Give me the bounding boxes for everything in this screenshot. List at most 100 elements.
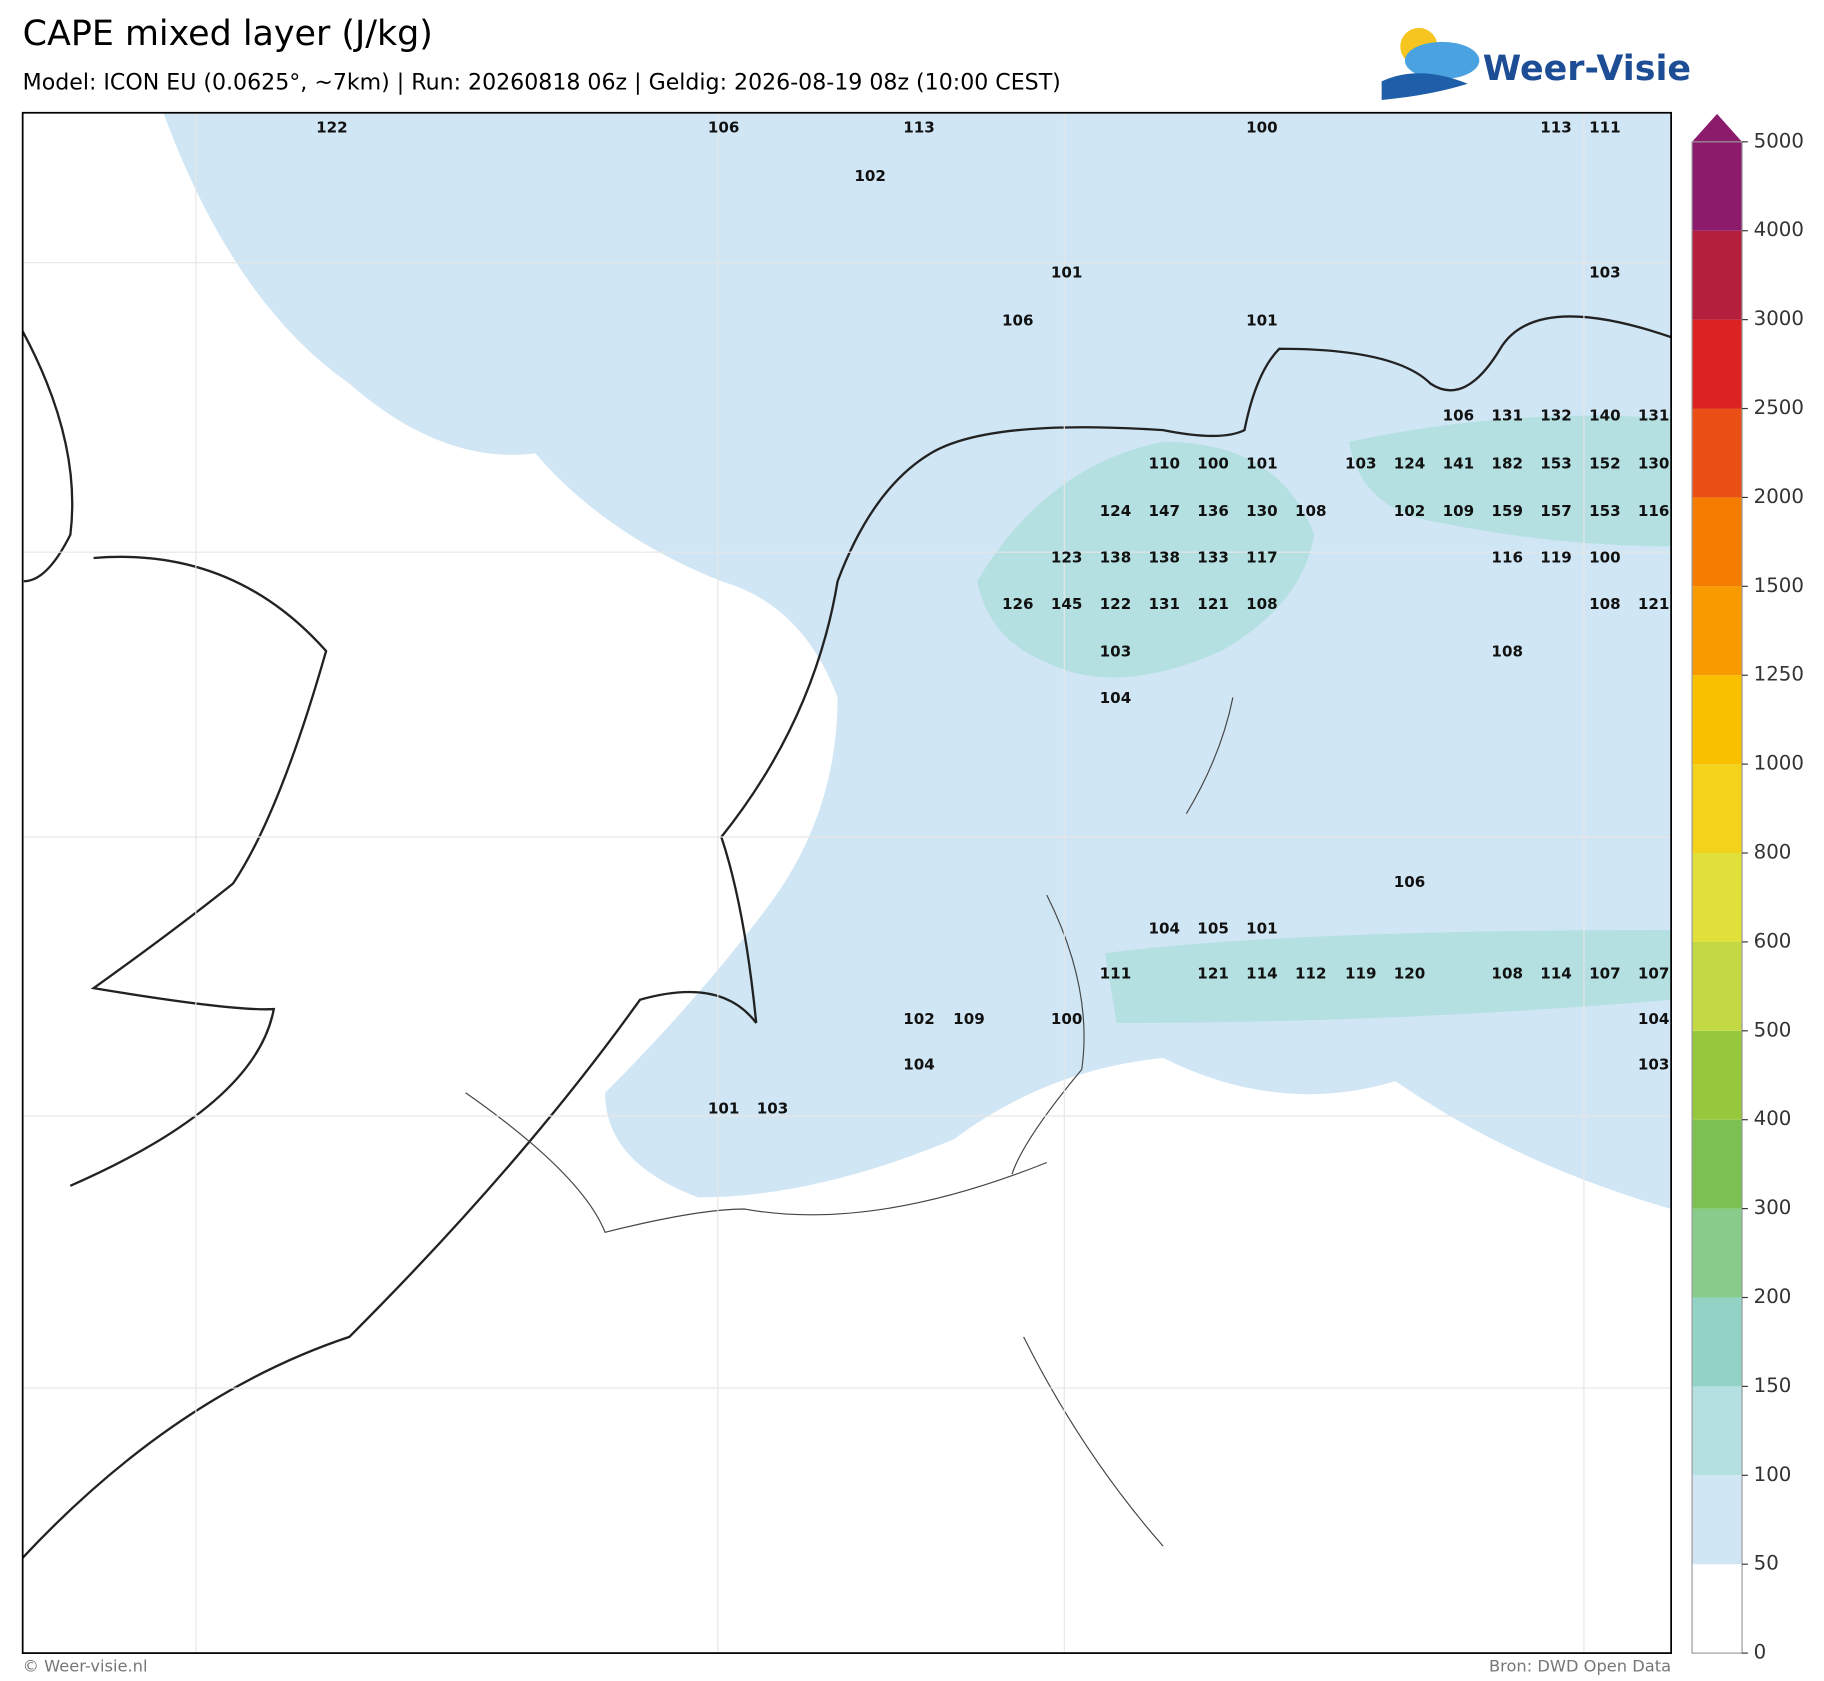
colorbar-band [1692, 497, 1743, 587]
cape-value: 116 [1638, 502, 1670, 520]
cape-value: 145 [1051, 595, 1083, 613]
cape-value: 104 [1638, 1010, 1670, 1028]
colorbar-tick-label: 300 [1754, 1196, 1792, 1219]
cape-value: 124 [1394, 454, 1426, 472]
cape-value: 113 [903, 118, 935, 136]
cape-value: 138 [1148, 549, 1180, 567]
colorbar-band [1692, 319, 1743, 409]
colorbar-tick-label: 2500 [1754, 396, 1804, 419]
logo-text: Weer-Visie [1483, 49, 1691, 89]
colorbar-tick-label: 5000 [1754, 129, 1804, 152]
cape-value: 152 [1589, 454, 1621, 472]
cape-area [163, 112, 1672, 1210]
colorbar-band [1692, 1119, 1743, 1209]
cape-value: 131 [1491, 407, 1523, 425]
cape-value: 121 [1638, 595, 1670, 613]
cape-area [977, 441, 1315, 678]
colorbar-tick-label: 50 [1754, 1552, 1779, 1575]
cape-value: 106 [1002, 311, 1034, 329]
colorbar-extend [1692, 113, 1743, 142]
cape-value: 108 [1295, 502, 1327, 520]
cape-value: 105 [1197, 919, 1229, 937]
colorbar-band [1692, 1208, 1743, 1298]
cape-value: 100 [1589, 549, 1621, 567]
colorbar-tick-label: 1000 [1754, 752, 1804, 775]
cape-value: 157 [1540, 502, 1572, 520]
cape-value: 100 [1246, 118, 1278, 136]
colorbar-band [1692, 1297, 1743, 1387]
cape-value: 113 [1540, 118, 1572, 136]
cape-value: 100 [1197, 454, 1229, 472]
cape-value: 124 [1100, 502, 1132, 520]
colorbar-tick-label: 0 [1754, 1641, 1767, 1664]
cape-value: 147 [1148, 502, 1180, 520]
colorbar-tick-label: 2000 [1754, 485, 1804, 508]
colorbar-tick-label: 600 [1754, 929, 1792, 952]
cape-value: 101 [1246, 454, 1278, 472]
cape-value: 119 [1540, 549, 1572, 567]
cape-value: 123 [1051, 549, 1083, 567]
cape-value: 103 [1345, 454, 1377, 472]
cape-value: 182 [1491, 454, 1523, 472]
footer-right: Bron: DWD Open Data [1489, 1657, 1671, 1676]
cape-value: 121 [1197, 595, 1229, 613]
cape-value: 119 [1345, 965, 1377, 983]
colorbar-band [1692, 230, 1743, 320]
cape-value: 102 [854, 167, 886, 185]
cape-value: 101 [1051, 264, 1083, 282]
cape-value: 108 [1491, 643, 1523, 661]
cape-area [1349, 415, 1672, 547]
cape-value: 114 [1246, 965, 1278, 983]
cape-value: 159 [1491, 502, 1523, 520]
cape-value: 153 [1540, 454, 1572, 472]
colorbar-frame [1691, 141, 1743, 1654]
cape-value: 101 [708, 1100, 740, 1118]
border [465, 697, 1234, 1547]
cape-value: 121 [1197, 965, 1229, 983]
cape-value: 153 [1589, 502, 1621, 520]
colorbar-tick-label: 4000 [1754, 218, 1804, 241]
colorbar-tick-label: 1250 [1754, 663, 1804, 686]
cape-value: 110 [1148, 454, 1180, 472]
colorbar-band [1692, 141, 1743, 231]
cape-value: 109 [1443, 502, 1475, 520]
colorbar-tick-label: 100 [1754, 1463, 1792, 1486]
logo: Weer-Visie [1381, 27, 1691, 100]
cape-value: 130 [1638, 454, 1670, 472]
cape-value: 107 [1589, 965, 1621, 983]
map-area: 122 106 113 100 113 111 102 101 103 106 101 106 131 1… [21, 111, 1672, 1654]
cape-value: 108 [1246, 595, 1278, 613]
cape-value: 100 [1051, 1010, 1083, 1028]
cape-value: 136 [1197, 502, 1229, 520]
subtitle: Model: ICON EU (0.0625°, ~7km) | Run: 20… [23, 71, 1061, 96]
colorbar-tick-label: 150 [1754, 1374, 1792, 1397]
cape-value: 112 [1295, 965, 1327, 983]
cape-value: 141 [1443, 454, 1475, 472]
title: CAPE mixed layer (J/kg) [23, 14, 433, 54]
colorbar-band [1692, 941, 1743, 1031]
colorbar-band [1692, 1564, 1743, 1654]
cape-value: 106 [1443, 407, 1475, 425]
cape-value: 106 [1394, 873, 1426, 891]
colorbar-band [1692, 764, 1743, 854]
cape-value: 131 [1148, 595, 1180, 613]
cape-value: 132 [1540, 407, 1572, 425]
cape-value: 108 [1589, 595, 1621, 613]
colorbar-band [1692, 675, 1743, 765]
cape-value: 122 [316, 118, 348, 136]
colorbar-tick-label: 400 [1754, 1107, 1792, 1130]
cape-value: 102 [1394, 502, 1426, 520]
colorbar-tick-label: 200 [1754, 1285, 1792, 1308]
colorbar-band [1692, 853, 1743, 942]
coastline [21, 315, 1672, 1559]
cape-area [1104, 930, 1672, 1024]
cape-value: 114 [1540, 965, 1572, 983]
cape-value: 122 [1100, 595, 1132, 613]
cape-value: 133 [1197, 549, 1229, 567]
cape-value: 116 [1491, 549, 1523, 567]
colorbar-band [1692, 408, 1743, 498]
cape-value: 104 [903, 1055, 935, 1073]
colorbar-tick-label: 800 [1754, 841, 1792, 864]
